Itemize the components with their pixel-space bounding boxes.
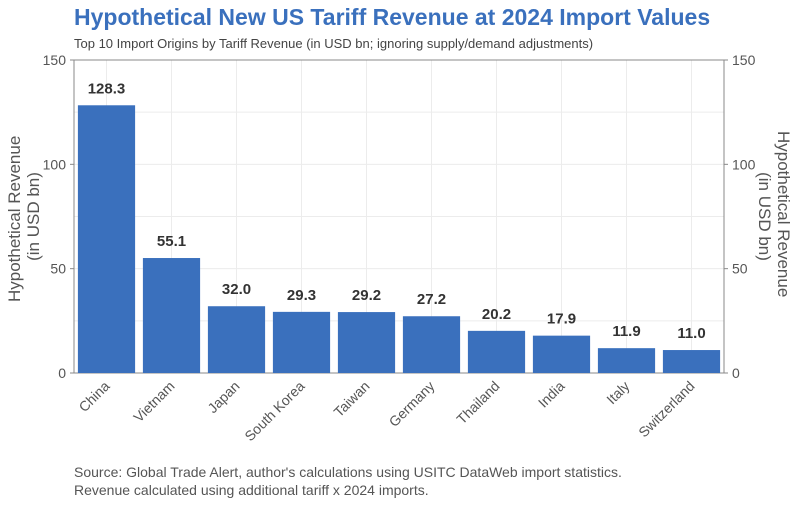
bars <box>77 105 721 373</box>
left-y-axis-title-line2: (in USD bn) <box>24 172 43 261</box>
x-tick-label: Thailand <box>453 378 502 427</box>
bar-value-label: 20.2 <box>482 306 511 323</box>
chart-subtitle: Top 10 Import Origins by Tariff Revenue … <box>74 36 594 51</box>
source-note: Source: Global Trade Alert, author's cal… <box>74 463 622 499</box>
left-tick-label: 50 <box>50 261 66 277</box>
x-tick-label: India <box>535 378 568 411</box>
left-y-axis-title: Hypothetical Revenue (in USD bn) <box>5 131 43 302</box>
plot-frame <box>73 59 725 374</box>
right-y-axis-title: Hypothetical Revenue (in USD bn) <box>755 131 793 302</box>
x-tick-label: Japan <box>204 378 242 416</box>
bar-india <box>532 335 591 373</box>
right-y-axis-title-line2: (in USD bn) <box>755 172 774 261</box>
bar-value-label: 27.2 <box>417 291 446 308</box>
bar-switzerland <box>662 350 721 373</box>
bar-value-label: 55.1 <box>157 233 186 250</box>
x-tick-label: China <box>75 378 112 415</box>
right-y-axis-title-line1: Hypothetical Revenue <box>774 131 793 297</box>
right-tick-label: 50 <box>732 261 748 277</box>
right-y-ticks: 0 50 100 150 <box>724 52 756 381</box>
x-tick-label: South Korea <box>241 378 308 445</box>
bar-china <box>77 105 136 373</box>
bar-south-korea <box>272 311 331 373</box>
left-tick-label: 100 <box>43 156 67 172</box>
source-note-line2: Revenue calculated using additional tari… <box>74 482 429 498</box>
bar-value-label: 29.3 <box>287 287 316 304</box>
right-tick-label: 150 <box>732 52 756 68</box>
left-tick-label: 150 <box>43 52 67 68</box>
bar-value-label: 11.0 <box>677 325 705 342</box>
right-tick-label: 0 <box>732 365 740 381</box>
bar-value-label: 32.0 <box>222 281 251 298</box>
x-tick-label: Italy <box>603 378 632 407</box>
x-tick-label: Switzerland <box>635 378 697 440</box>
chart-title: Hypothetical New US Tariff Revenue at 20… <box>74 4 711 30</box>
bar-germany <box>402 316 461 373</box>
x-tick-label: Taiwan <box>330 378 372 420</box>
left-tick-label: 0 <box>58 365 66 381</box>
left-y-ticks: 0 50 100 150 <box>43 52 74 381</box>
bar-value-label: 17.9 <box>547 311 576 328</box>
bar-japan <box>207 306 266 373</box>
left-y-axis-title-line1: Hypothetical Revenue <box>5 136 24 302</box>
x-tick-label: Germany <box>386 378 438 430</box>
x-tick-label: Vietnam <box>130 378 177 425</box>
bar-vietnam <box>142 258 201 373</box>
bar-value-label: 11.9 <box>612 323 640 340</box>
bar-italy <box>597 348 656 373</box>
source-note-line1: Source: Global Trade Alert, author's cal… <box>74 464 622 480</box>
bar-value-label: 128.3 <box>88 80 126 97</box>
bar-value-labels: 128.3 55.1 32.0 29.3 29.2 27.2 20.2 17.9 11.9 11.… <box>88 80 706 342</box>
right-tick-label: 100 <box>732 156 756 172</box>
bar-taiwan <box>337 312 396 373</box>
bar-value-label: 29.2 <box>352 287 381 304</box>
bar-thailand <box>467 330 526 373</box>
